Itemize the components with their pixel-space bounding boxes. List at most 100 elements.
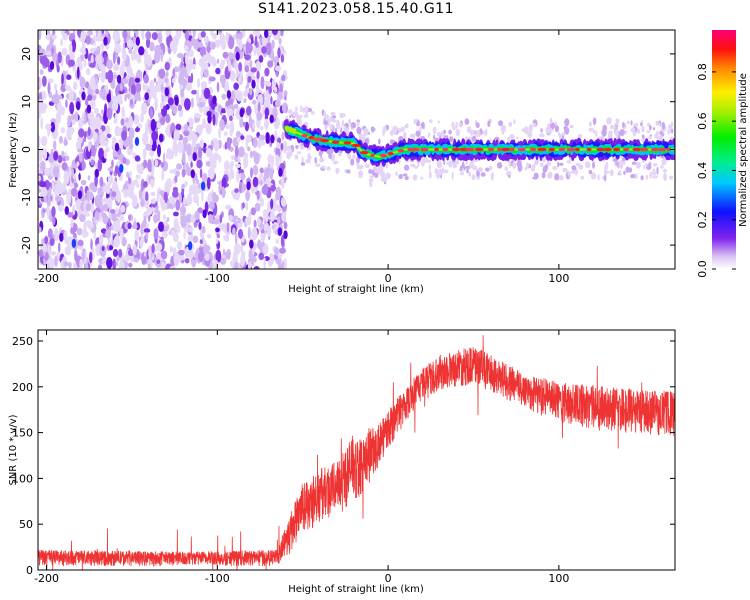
snr-x-tick-label: 100 <box>548 572 569 585</box>
colorbar: 0.0 0.2 0.4 0.6 0.8 Normalized spectral ampl… <box>696 30 749 278</box>
noise-speckle <box>230 160 235 168</box>
noise-speckle <box>155 242 163 252</box>
snr-x-axis-label: Height of straight line (km) <box>288 584 424 595</box>
track-halo <box>625 166 630 173</box>
noise-speckle <box>51 206 56 218</box>
track-halo <box>324 123 328 131</box>
track-halo <box>377 138 381 145</box>
noise-speckle <box>54 183 59 197</box>
noise-speckle <box>260 232 266 242</box>
track-halo <box>464 118 470 125</box>
noise-speckle <box>58 135 64 144</box>
noise-speckle <box>129 254 135 263</box>
noise-speckle <box>178 254 185 261</box>
noise-speckle <box>225 31 229 44</box>
noise-speckle <box>105 30 109 37</box>
track-halo <box>299 119 302 125</box>
noise-speckle <box>193 133 198 143</box>
track-halo <box>633 123 639 127</box>
spectrogram-y-ticks: -20 -10 0 10 20 <box>20 47 675 254</box>
noise-speckle <box>163 220 168 227</box>
noise-speckle <box>101 197 109 203</box>
spectrogram-y-axis-label: Frequency (Hz) <box>8 112 19 188</box>
track-halo <box>533 172 539 180</box>
noise-speckle <box>242 121 246 127</box>
noise-speckle <box>108 218 111 227</box>
noise-speckle <box>116 256 120 262</box>
noise-speckle <box>212 218 220 225</box>
noise-speckle <box>38 54 41 61</box>
noise-speckle <box>275 238 279 244</box>
noise-speckle <box>137 164 144 174</box>
track-halo <box>471 135 477 143</box>
track-halo <box>547 171 553 179</box>
noise-speckle <box>142 132 149 145</box>
noise-speckle <box>166 147 171 157</box>
noise-speckle <box>281 74 286 82</box>
noise-speckle <box>53 140 57 151</box>
noise-speckle <box>105 229 112 239</box>
noise-speckle <box>256 70 260 80</box>
noise-speckle <box>268 85 273 95</box>
track-halo <box>643 164 646 170</box>
noise-speckle-strong <box>174 96 179 106</box>
noise-speckle <box>283 168 287 179</box>
noise-speckle <box>144 92 149 101</box>
noise-speckle <box>141 102 148 115</box>
noise-speckle <box>226 136 232 150</box>
noise-speckle <box>156 213 161 222</box>
track-peak <box>411 147 420 152</box>
noise-speckle <box>180 61 184 68</box>
track-halo <box>590 172 597 180</box>
noise-speckle-strong <box>94 168 100 178</box>
noise-speckle <box>133 114 140 125</box>
track-halo <box>428 170 432 179</box>
track-halo <box>489 137 492 142</box>
noise-speckle <box>143 228 151 234</box>
track-halo <box>352 154 356 159</box>
noise-speckle-strong <box>116 74 122 84</box>
track-peak <box>320 139 330 143</box>
noise-speckle <box>217 30 222 33</box>
noise-speckle <box>242 156 249 169</box>
track-halo <box>428 164 431 171</box>
noise-speckle <box>158 68 166 79</box>
noise-speckle <box>121 52 127 60</box>
track-halo <box>364 163 370 168</box>
noise-speckle <box>177 104 183 112</box>
track-halo <box>292 111 298 117</box>
track-halo <box>420 136 426 140</box>
track-peak <box>574 147 580 152</box>
noise-speckle <box>53 94 60 105</box>
track-halo <box>661 157 667 166</box>
noise-speckle <box>186 166 192 177</box>
noise-speckle <box>61 73 64 85</box>
noise-speckle <box>123 188 129 198</box>
spectrogram-x-ticks: -200 -100 0 100 <box>34 30 569 285</box>
noise-speckle <box>240 243 244 254</box>
track-halo <box>631 161 637 165</box>
track-halo <box>659 131 663 135</box>
noise-speckle <box>179 84 184 90</box>
noise-speckle <box>200 81 208 90</box>
track-halo <box>615 118 620 124</box>
noise-speckle <box>52 165 60 178</box>
noise-speckle-strong <box>192 152 197 162</box>
noise-speckle <box>45 188 52 198</box>
noise-speckle <box>111 95 117 103</box>
track-halo <box>294 154 299 160</box>
track-halo <box>393 129 398 135</box>
noise-speckle <box>106 107 113 120</box>
noise-speckle <box>164 61 170 71</box>
noise-speckle <box>150 198 157 205</box>
noise-speckle <box>49 238 55 246</box>
noise-speckle <box>128 77 135 86</box>
noise-speckle <box>93 107 99 115</box>
noise-speckle <box>251 254 255 267</box>
noise-speckle <box>39 181 47 188</box>
track-peak <box>586 147 592 152</box>
noise-speckle <box>280 198 287 207</box>
track-halo <box>451 121 455 128</box>
noise-speckle <box>85 202 92 212</box>
noise-speckle <box>203 87 211 100</box>
